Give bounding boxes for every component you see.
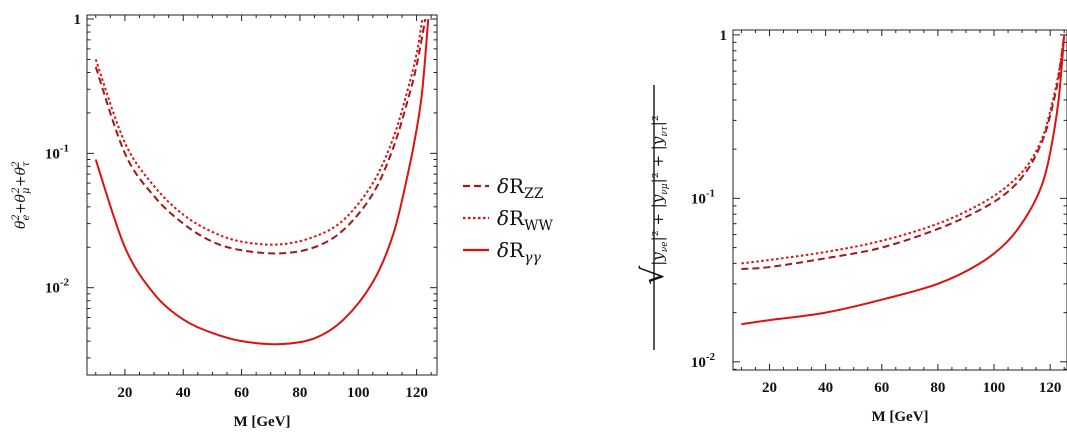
series-line-zz [94, 18, 427, 255]
legend-label-ww: δRWW [497, 206, 553, 234]
legend-label-zz: δRZZ [497, 174, 544, 202]
y-tick-label: 10-1 [45, 142, 69, 162]
x-tick-label: 100 [983, 380, 1006, 396]
series-line-gg [741, 34, 1066, 326]
y-tick-label: 1 [74, 12, 82, 28]
y-tick-label: 10-1 [691, 187, 715, 207]
x-tick-label: 20 [117, 385, 132, 401]
y-tick-label: 10-2 [691, 351, 716, 371]
y-axis-label: θe2+θμ2+θτ2 [11, 161, 32, 229]
left-chart: 20 40 60 80 100 120 1 10-1 10-2 M [GeV] θe2+θμ2+θτ… [11, 12, 438, 430]
x-tick-label: 100 [347, 385, 370, 401]
x-tick-label: 40 [176, 385, 191, 401]
y-tick-label: 10-2 [45, 277, 70, 297]
x-axis-label: M [GeV] [871, 409, 928, 425]
series-line-zz [741, 34, 1066, 270]
x-tick-label: 80 [930, 380, 945, 396]
x-tick-label: 80 [292, 385, 307, 401]
series-line-ww [94, 18, 424, 246]
x-axis-label: M [GeV] [233, 414, 290, 430]
x-tick-label: 60 [234, 385, 249, 401]
y-tick-label: 1 [720, 28, 728, 44]
x-tick-label: 60 [874, 380, 889, 396]
x-tick-label: 40 [818, 380, 833, 396]
series-line-gg [94, 18, 430, 346]
x-tick-label: 20 [762, 380, 777, 396]
plot-frame [86, 14, 438, 376]
x-tick-label: 120 [405, 385, 428, 401]
plot-frame [732, 29, 1067, 371]
series-line-ww [741, 34, 1066, 265]
legend: δRZZ δRWW δRγγ [463, 174, 553, 266]
x-tick-label: 120 [1039, 380, 1062, 396]
legend-label-gg: δRγγ [497, 238, 541, 266]
